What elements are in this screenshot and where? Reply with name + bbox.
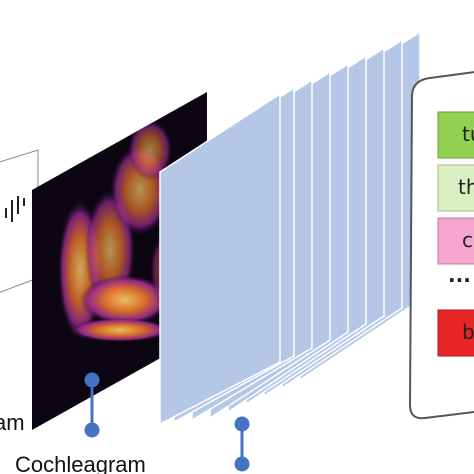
connectors bbox=[84, 372, 250, 472]
feature-maps bbox=[159, 30, 421, 426]
output-label: tu bbox=[462, 122, 474, 146]
cochleagram-label: Cochleagram bbox=[15, 452, 146, 474]
output-label: b bbox=[462, 320, 474, 344]
output-label: th bbox=[458, 175, 474, 199]
waveform-label: am bbox=[0, 410, 25, 435]
output-ellipsis: ... bbox=[448, 263, 471, 287]
output-panel bbox=[408, 71, 474, 420]
output-label: c bbox=[462, 228, 473, 252]
